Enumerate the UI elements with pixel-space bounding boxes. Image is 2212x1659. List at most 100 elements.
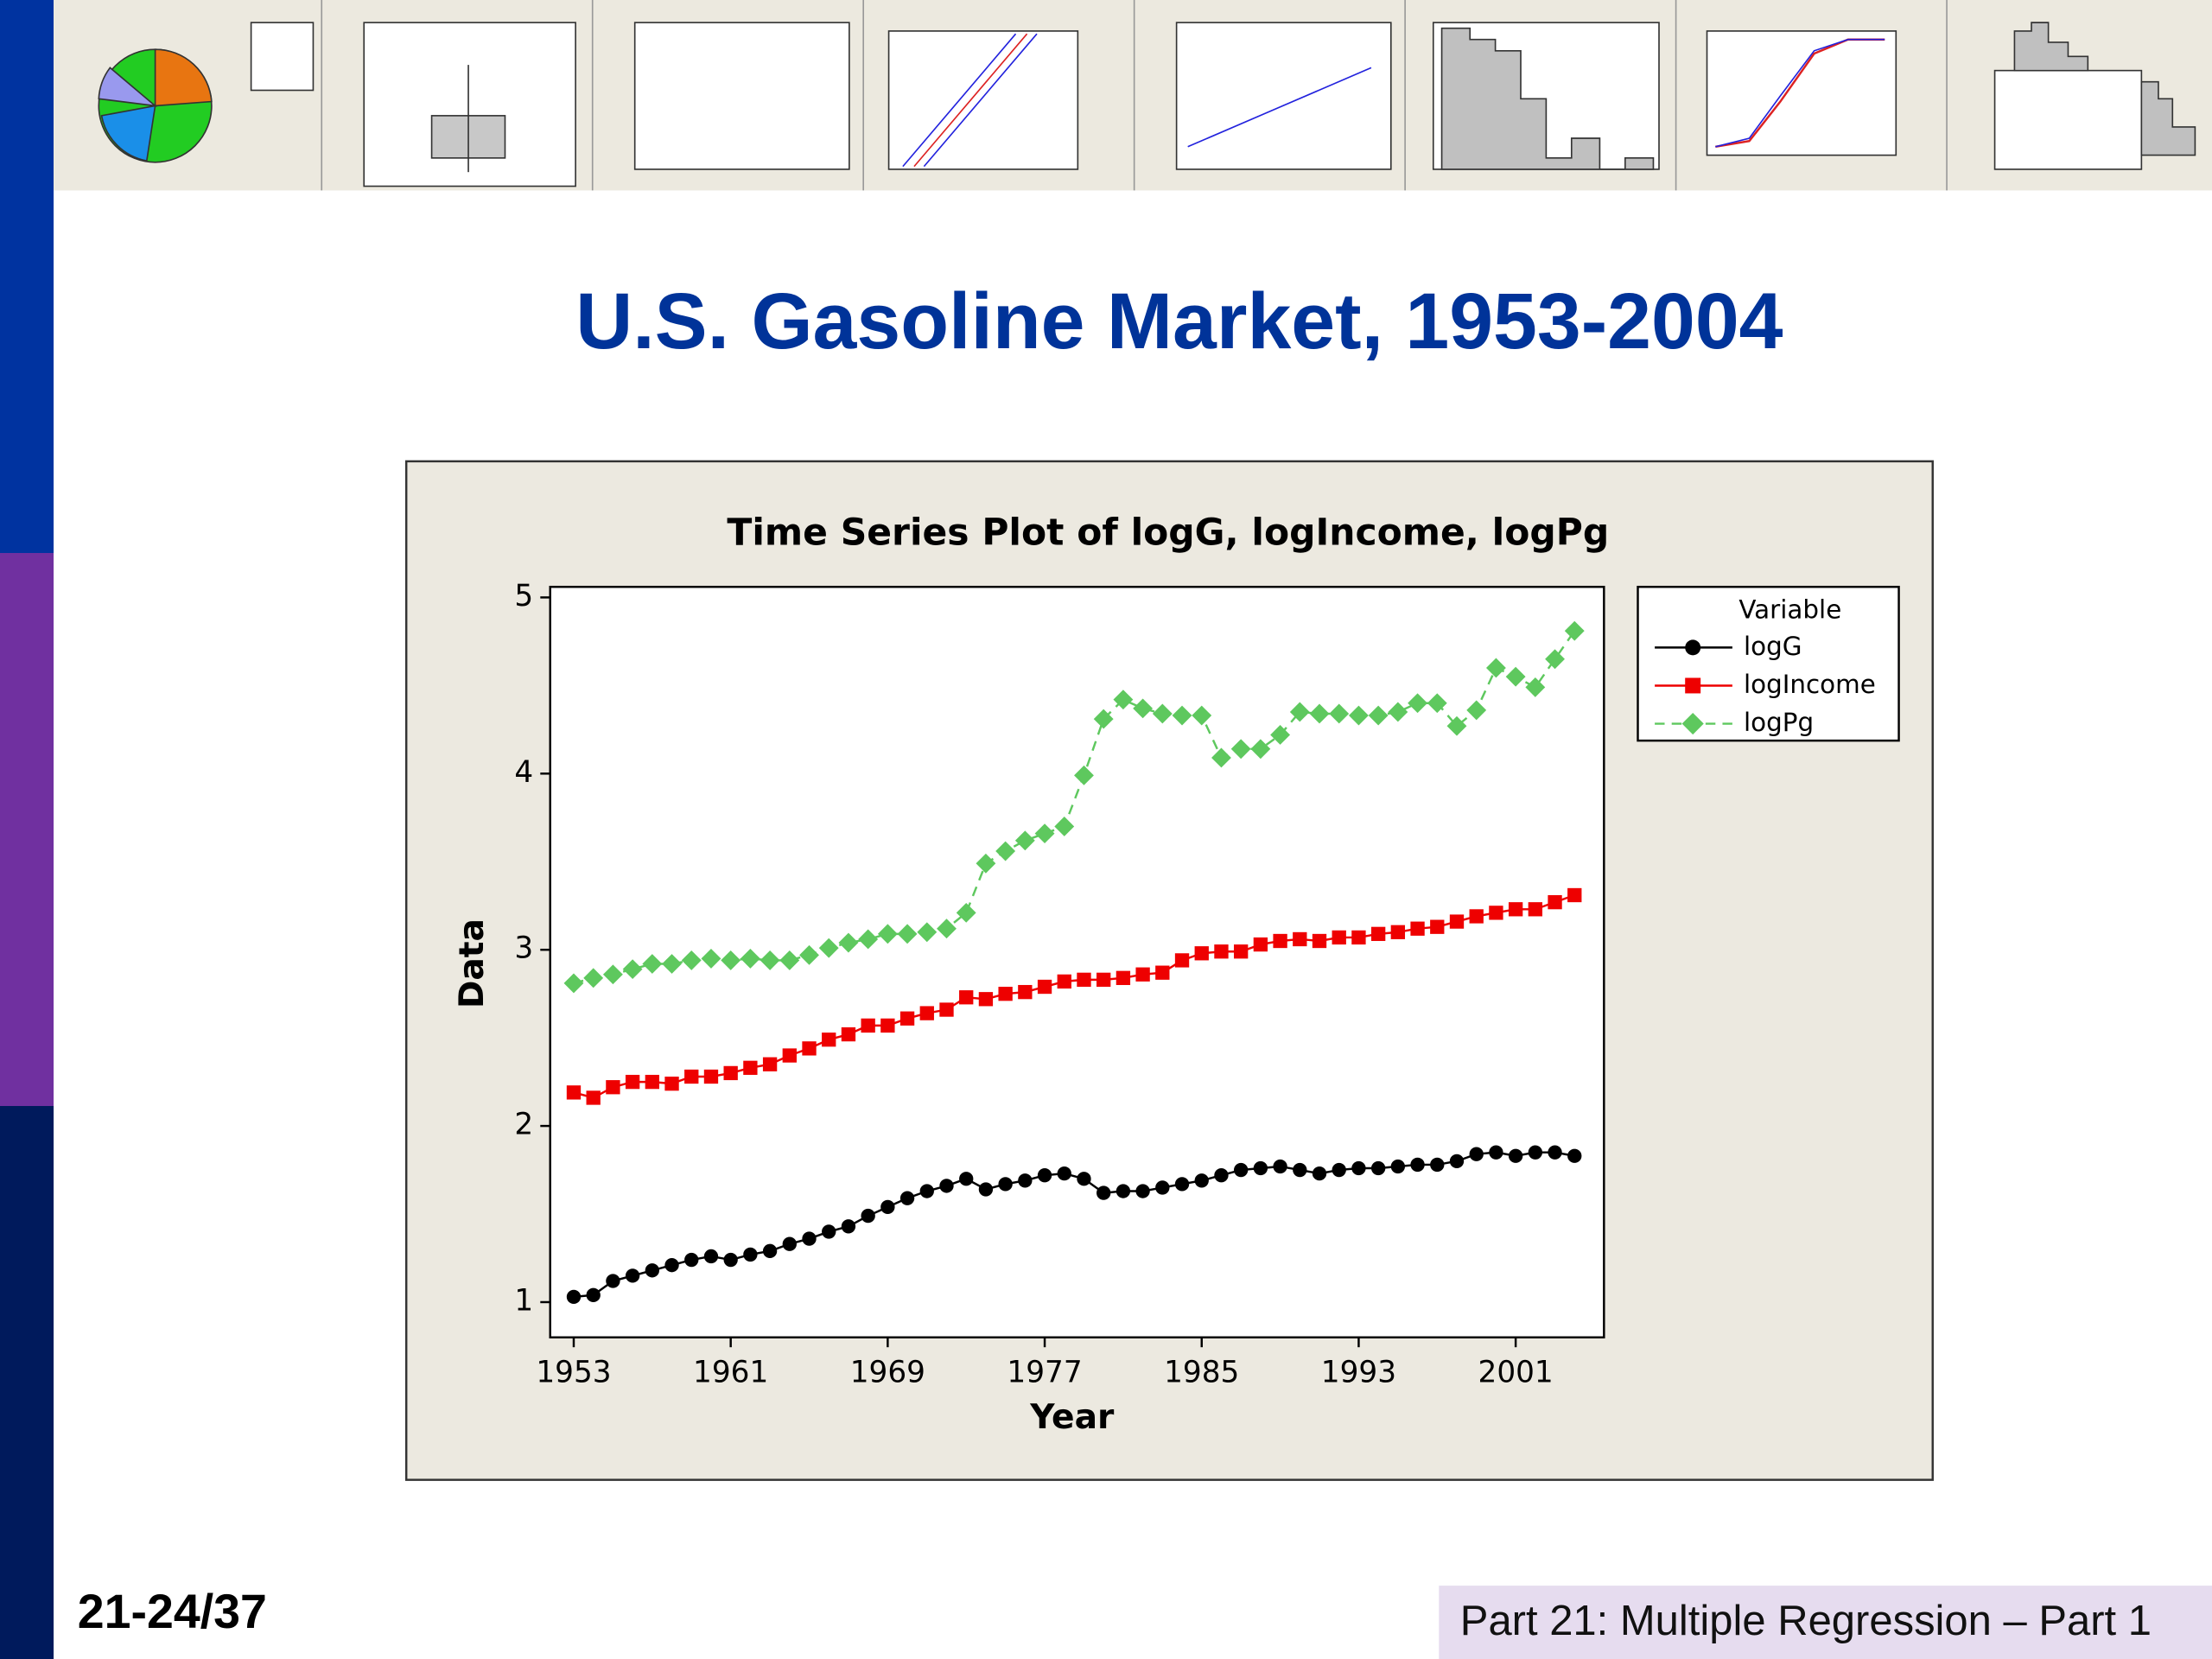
point — [1194, 946, 1209, 961]
point — [645, 1074, 659, 1090]
point — [1388, 702, 1408, 722]
point — [802, 1041, 817, 1056]
point — [1567, 1148, 1582, 1163]
legend-box — [1637, 585, 1900, 742]
point — [625, 1074, 640, 1090]
y-tick-label: 3 — [514, 931, 533, 966]
hist-icon — [2140, 80, 2196, 156]
point — [877, 924, 898, 944]
y-tick-label: 2 — [514, 1108, 533, 1142]
point — [1410, 1157, 1425, 1173]
point — [995, 841, 1016, 861]
point — [1152, 703, 1173, 724]
point — [583, 968, 604, 988]
point — [976, 853, 996, 874]
point — [1116, 1184, 1131, 1198]
point — [858, 929, 879, 950]
point — [1449, 1154, 1465, 1169]
point — [899, 1011, 915, 1026]
point — [1446, 715, 1467, 736]
point — [1430, 1157, 1445, 1173]
point — [1250, 739, 1271, 760]
point — [1332, 1162, 1346, 1178]
point — [1430, 919, 1445, 934]
thumb-pie — [98, 22, 315, 163]
point — [762, 1057, 778, 1071]
footer-text: Part 21: Multiple Regression – Part 1 — [1460, 1598, 2152, 1644]
point — [1174, 1177, 1190, 1192]
thumb-box — [633, 22, 850, 170]
thumb-line — [902, 33, 1017, 168]
point — [1234, 1162, 1249, 1178]
point — [703, 1249, 719, 1264]
point — [939, 1179, 954, 1193]
point — [1370, 926, 1386, 942]
point — [1057, 1166, 1071, 1181]
plot-layer: 1 2 3 4 5 1953 1961 1969 1977 1985 1993 2001 Variabl… — [514, 579, 1900, 1390]
point — [978, 992, 994, 1007]
point — [1253, 1160, 1268, 1176]
point — [1273, 933, 1287, 949]
point — [841, 1219, 856, 1234]
point — [1349, 705, 1369, 726]
point — [1351, 1160, 1366, 1176]
thumb-line — [1715, 38, 1885, 148]
point — [684, 1252, 699, 1268]
point — [664, 1257, 679, 1273]
point — [978, 1182, 994, 1197]
point — [802, 1231, 817, 1246]
point — [1351, 930, 1366, 945]
hist-icon — [2013, 22, 2089, 72]
point — [1018, 984, 1033, 1000]
side-bar — [0, 553, 54, 1106]
point — [625, 1268, 640, 1283]
point — [1466, 700, 1487, 721]
point — [1528, 1145, 1543, 1160]
point — [959, 1172, 974, 1186]
point — [1293, 931, 1307, 947]
point — [1270, 725, 1291, 745]
point — [645, 1263, 659, 1278]
point — [1332, 930, 1346, 945]
point — [1093, 709, 1114, 729]
chart-title: Time Series Plot of logG, logIncome, log… — [727, 512, 1609, 554]
point — [1096, 972, 1111, 988]
point — [861, 1018, 875, 1033]
point — [1253, 937, 1268, 952]
point — [762, 1243, 778, 1259]
thumb-line — [1187, 67, 1372, 148]
point — [1309, 703, 1330, 724]
point — [563, 973, 584, 994]
y-tick-label: 5 — [514, 579, 533, 613]
point — [586, 1090, 601, 1105]
thumb-line — [923, 33, 1038, 168]
x-tick-label: 1977 — [1007, 1356, 1082, 1390]
point — [1116, 970, 1131, 985]
y-tick-label: 1 — [514, 1283, 533, 1318]
point — [701, 948, 721, 969]
point — [1508, 1148, 1523, 1163]
point — [1489, 906, 1503, 920]
point — [1548, 1145, 1562, 1160]
footer-box — [1439, 1586, 2212, 1659]
x-tick-label: 2001 — [1478, 1356, 1554, 1390]
pie-icon — [98, 67, 158, 107]
point — [1564, 620, 1585, 641]
point — [566, 1289, 582, 1305]
point — [602, 964, 623, 985]
point — [1057, 974, 1071, 989]
point — [1192, 705, 1212, 726]
point — [1289, 702, 1310, 722]
point — [1077, 972, 1091, 988]
pie-icon — [100, 105, 156, 162]
point — [779, 950, 800, 970]
point — [1037, 1168, 1052, 1183]
legend-title: Variable — [1738, 594, 1841, 624]
point — [1077, 1172, 1091, 1186]
point — [1037, 979, 1052, 995]
point — [1390, 925, 1406, 939]
legend: Variable logG logIncome logPg — [1637, 585, 1900, 742]
point — [1194, 1173, 1209, 1188]
point — [782, 1048, 797, 1063]
point — [743, 1060, 758, 1075]
